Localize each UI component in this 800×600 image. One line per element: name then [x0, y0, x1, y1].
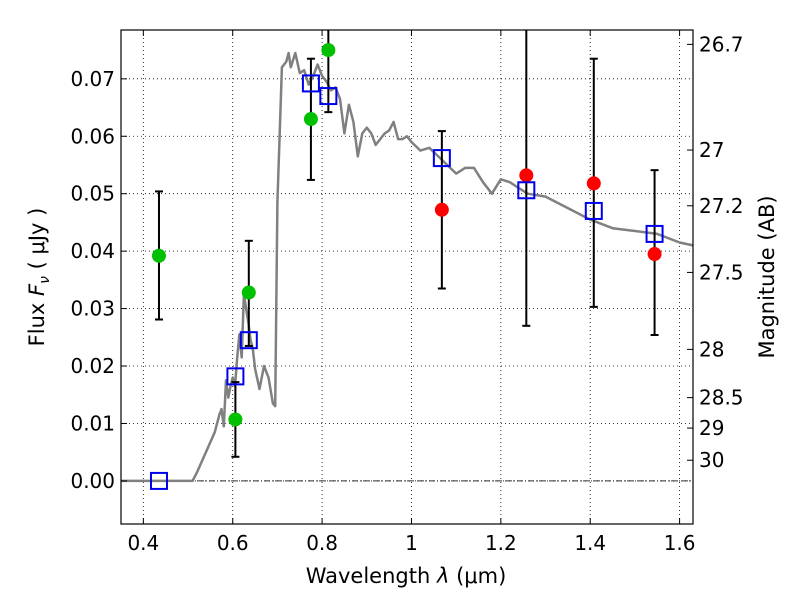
green-data-point	[228, 412, 243, 427]
y2-tick-label: 28	[699, 337, 724, 361]
model-photometry-marker	[645, 224, 664, 243]
y-tick-label: 0.03	[70, 297, 115, 321]
y2-tick-label: 28.5	[699, 386, 744, 410]
y2-tick-label: 29	[699, 416, 724, 440]
green-data-point	[151, 248, 166, 263]
plot-frame	[120, 29, 694, 525]
y2-tick-label: 30	[699, 448, 724, 472]
red-data-point	[647, 247, 662, 262]
model-photometry-marker	[239, 331, 258, 350]
y2-tick-label: 27	[699, 138, 724, 162]
model-photometry-marker	[584, 201, 603, 220]
y-axis-title: Flux Fν ( μJy )	[25, 208, 53, 347]
red-data-point	[519, 168, 534, 183]
green-data-point	[303, 112, 318, 127]
x-tick-label: 1.6	[664, 531, 696, 555]
y-tick-label: 0.07	[70, 67, 115, 91]
y-tick-label: 0.06	[70, 124, 115, 148]
x-tick-label: 1.2	[485, 531, 517, 555]
x-tick-label: 1	[405, 531, 418, 555]
y-tick-label: 0.00	[70, 469, 115, 493]
red-data-point	[434, 202, 449, 217]
green-data-point	[321, 43, 336, 58]
x-axis-title: Wavelength λ (μm)	[306, 564, 507, 588]
x-tick-label: 0.8	[306, 531, 338, 555]
axis-ticks: 0.4 0.6 0.8 1 1.2 1.4 1.6 0.00 0.01 0.02 0.03 0.04 0…	[70, 30, 744, 555]
x-tick-label: 0.6	[217, 531, 249, 555]
secondary-y-axis-title: Magnitude (AB)	[755, 195, 779, 358]
y-tick-label: 0.01	[70, 411, 115, 435]
data-markers	[149, 43, 664, 490]
x-tick-label: 1.4	[574, 531, 606, 555]
red-data-point	[586, 176, 601, 191]
y2-tick-label: 26.7	[699, 32, 744, 56]
model-photometry-marker	[226, 367, 245, 386]
y-tick-label: 0.02	[70, 354, 115, 378]
model-photometry-marker	[432, 149, 451, 168]
model-photometry-marker	[517, 181, 536, 200]
model-sed-line	[121, 51, 694, 483]
y2-tick-label: 27.5	[699, 260, 744, 284]
x-tick-label: 0.4	[127, 531, 159, 555]
y2-tick-label: 27.2	[699, 194, 744, 218]
y-tick-label: 0.04	[70, 239, 115, 263]
green-data-point	[241, 285, 256, 300]
error-bars	[154, 30, 659, 458]
model-photometry-marker	[149, 471, 168, 490]
y-tick-label: 0.05	[70, 182, 115, 206]
model-photometry-marker	[319, 87, 338, 106]
model-photometry-marker	[301, 74, 320, 93]
